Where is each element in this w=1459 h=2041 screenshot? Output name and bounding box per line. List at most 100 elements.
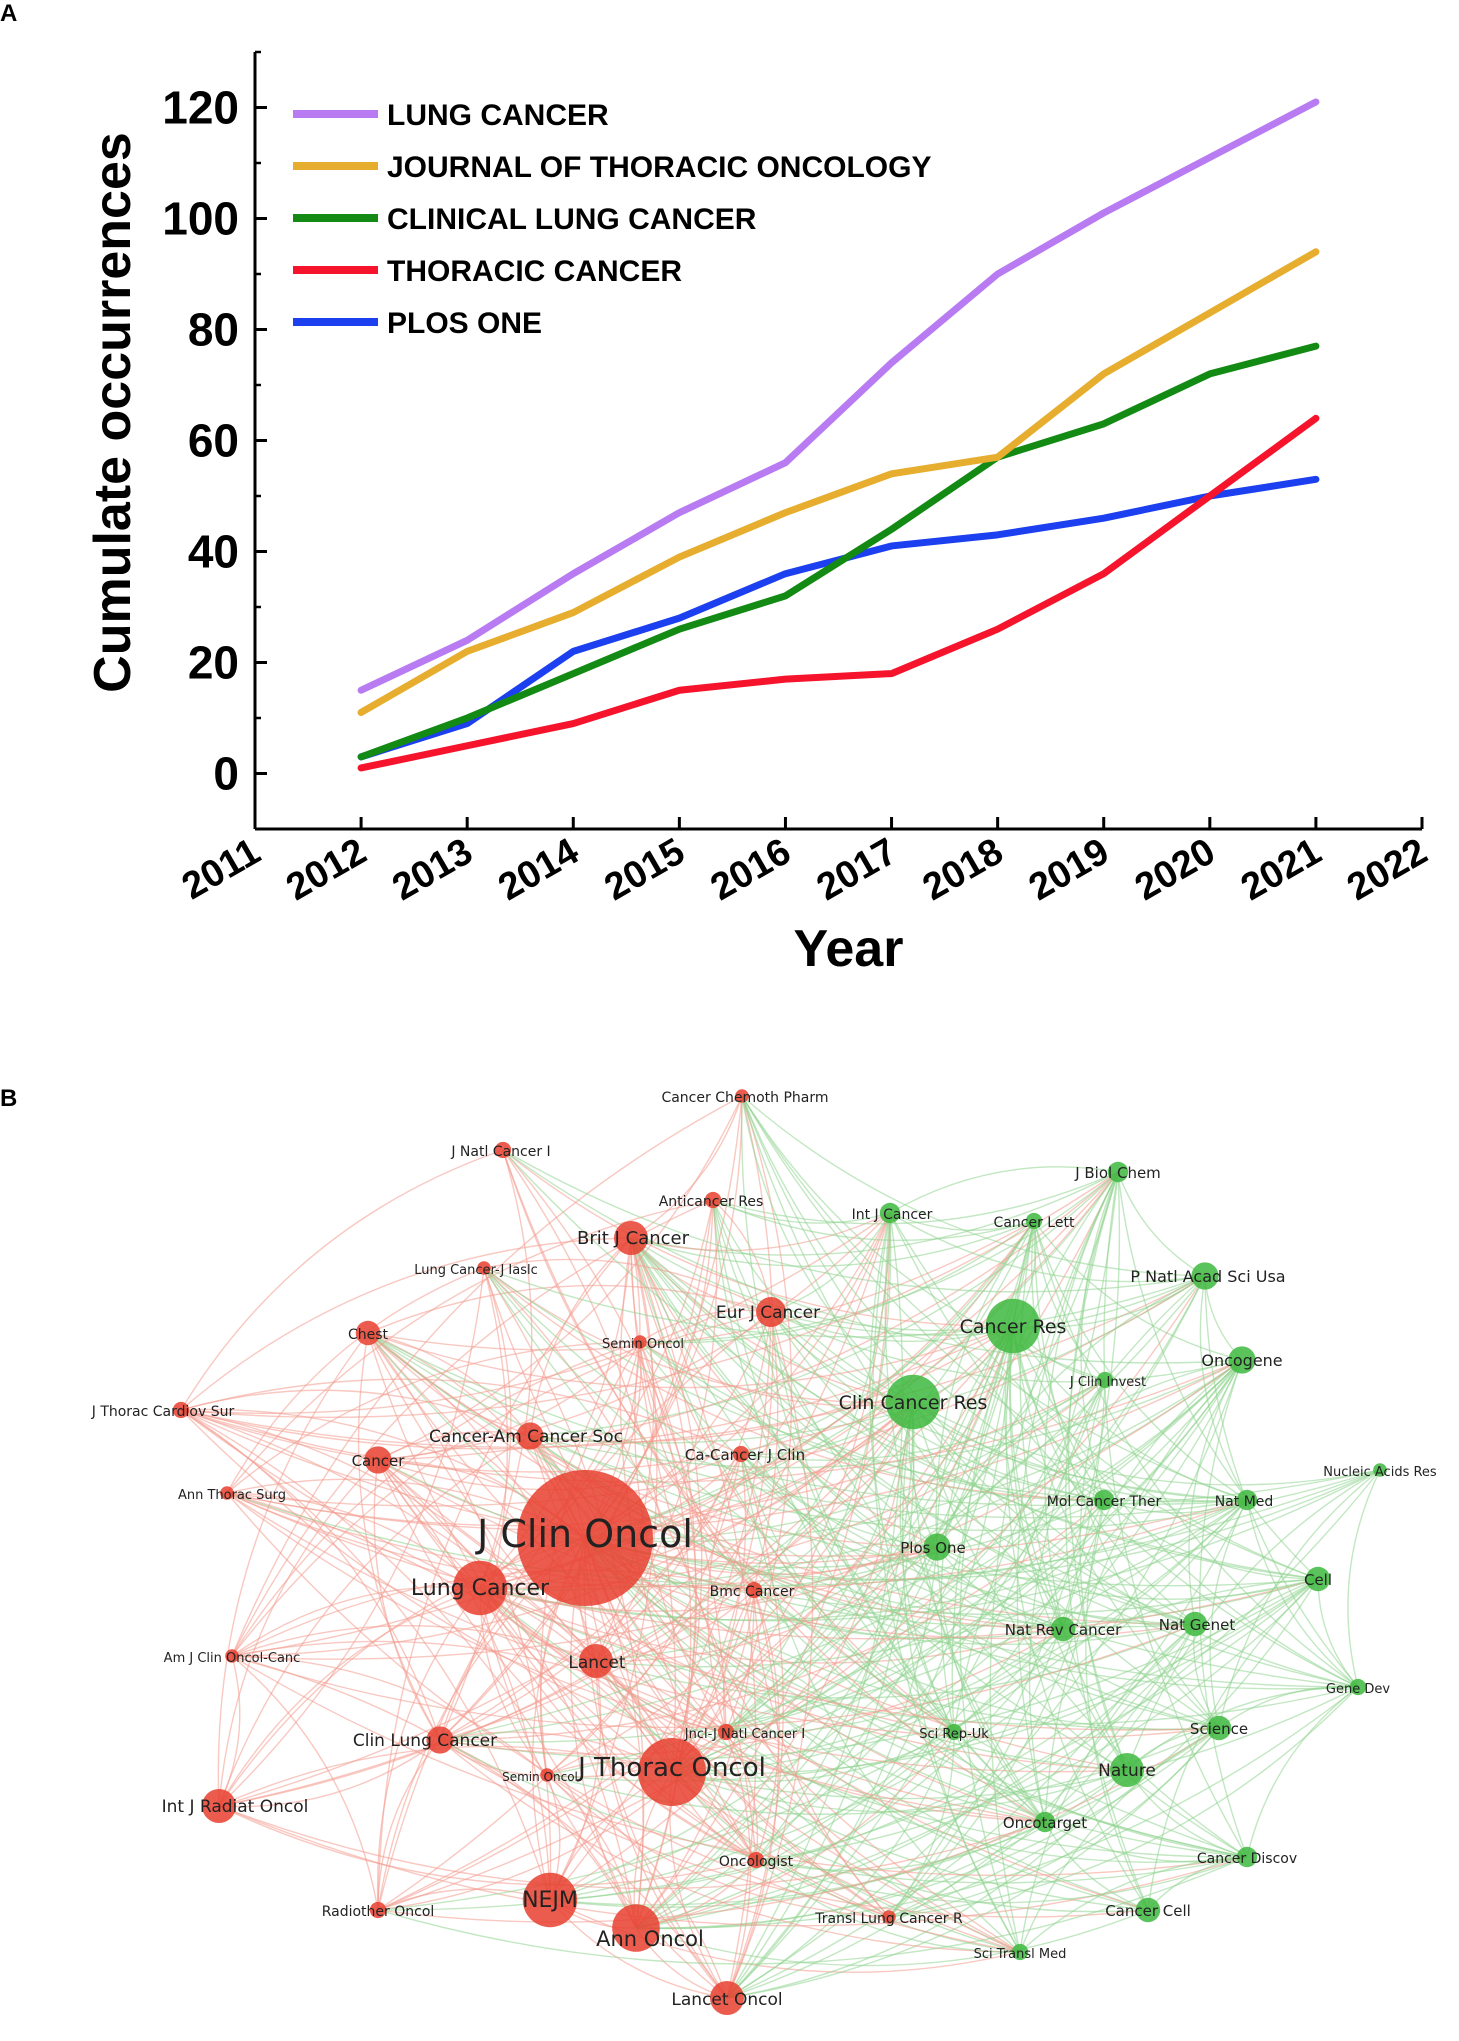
edge: [584, 1537, 1064, 1640]
edge: [753, 1212, 891, 1591]
panel-a-letter: A: [0, 0, 18, 27]
edge: [439, 1739, 1021, 1953]
edge: [439, 1453, 742, 1741]
edge: [529, 1171, 1119, 1437]
node-label: Lung Cancer: [411, 1576, 550, 1601]
edge: [770, 1311, 1196, 1625]
node-green: [945, 1723, 963, 1741]
edge: [889, 1212, 1319, 1580]
edge: [502, 1149, 1014, 1327]
node-label: J Thorac Cardiov Sur: [91, 1404, 235, 1420]
edge: [439, 1401, 914, 1741]
edge: [439, 1359, 1243, 1741]
edge: [367, 1332, 1359, 1688]
x-tick-label: 2018: [916, 830, 1010, 909]
edge: [180, 1171, 1119, 1418]
edge: [726, 1401, 915, 1999]
node-label: Cancer Discov: [1197, 1851, 1297, 1867]
node-red: [477, 1261, 491, 1275]
edge: [595, 1660, 890, 1918]
edge: [912, 1401, 1359, 1688]
edge: [888, 1727, 1220, 1918]
edge: [377, 1459, 1046, 1823]
x-axis-label: Year: [794, 920, 904, 978]
y-tick-label: 80: [188, 304, 239, 356]
edge: [635, 1325, 1014, 1929]
node-label: Eur J Cancer: [716, 1303, 820, 1323]
edge: [1246, 1686, 1359, 1858]
node-red: [735, 1089, 749, 1103]
node-label: Transl Lung Cancer R: [814, 1911, 963, 1927]
edge: [231, 1655, 1248, 1877]
edge: [936, 1546, 1319, 1600]
edge: [218, 1325, 1014, 1807]
edge: [1044, 1821, 1149, 1911]
edge: [1012, 1325, 1196, 1625]
edge: [180, 1275, 1206, 1448]
node-label: Sci Transl Med: [974, 1947, 1067, 1962]
edge: [936, 1546, 1046, 1823]
node-green: [1107, 1161, 1129, 1183]
edge: [671, 1095, 774, 1773]
node-label: P Natl Acad Sci Usa: [1130, 1267, 1285, 1286]
edge: [377, 1275, 1206, 1911]
edge: [218, 1459, 379, 1807]
edge: [726, 1769, 1128, 1999]
panel-b-letter: B: [0, 1085, 18, 1112]
x-tick-label: 2016: [704, 830, 798, 909]
node-green: [879, 1202, 901, 1224]
node-label: Cancer Chemoth Pharm: [661, 1090, 828, 1106]
edge: [753, 1589, 890, 1918]
node-red: [369, 1901, 387, 1919]
legend-label: JOURNAL OF THORACIC ONCOLOGY: [387, 151, 931, 184]
node-label: Ca-Cancer J Clin: [685, 1446, 805, 1464]
edge: [218, 1587, 481, 1807]
node-label: J Biol Chem: [1074, 1164, 1161, 1182]
legend-label: PLOS ONE: [387, 307, 542, 340]
node-label: J Clin Oncol: [475, 1512, 693, 1556]
edge: [671, 1771, 1149, 1913]
edge: [755, 1859, 1021, 1953]
edge: [377, 1095, 743, 1461]
node-label: J Thorac Oncol: [576, 1753, 766, 1783]
edge: [483, 1267, 1359, 1688]
edge: [180, 1409, 441, 1741]
node-red: [202, 1789, 236, 1823]
edge: [1044, 1359, 1243, 1823]
edge: [367, 1332, 1021, 1953]
edge: [502, 1149, 727, 1733]
edge: [871, 1212, 1021, 1953]
node-label: Semin Oncol: [502, 1770, 578, 1784]
node-red: [540, 1768, 554, 1782]
edge: [377, 1739, 441, 1911]
edge: [989, 1171, 1119, 1953]
edge: [726, 1453, 784, 1999]
node-red: [882, 1910, 896, 1924]
node-label: Ann Thorac Surg: [178, 1488, 286, 1503]
edge: [483, 1267, 1248, 1503]
edge: [231, 1171, 1119, 1657]
x-tick-label: 2014: [492, 830, 586, 909]
edge: [439, 1267, 508, 1741]
node-label: Brit J Cancer: [577, 1228, 690, 1249]
node-label: Nature: [1098, 1761, 1156, 1781]
edge: [712, 1199, 955, 1733]
edge: [439, 1739, 1248, 1884]
edge: [1080, 1171, 1119, 1501]
edge: [1019, 1856, 1248, 1953]
edge: [367, 1332, 531, 1437]
node-label: Oncotarget: [1003, 1814, 1087, 1832]
edge: [373, 1459, 441, 1741]
edge: [722, 1589, 755, 1733]
edge: [1012, 1325, 1359, 1688]
edge: [549, 1325, 1014, 1901]
node-label: Int J Radiat Oncol: [162, 1797, 309, 1817]
edge: [1147, 1856, 1248, 1911]
edge: [483, 1267, 1220, 1729]
edge: [595, 1220, 1035, 1662]
edge: [639, 1341, 755, 1591]
edge: [1317, 1578, 1359, 1688]
node-label: J Natl Cancer I: [450, 1144, 550, 1160]
edge: [755, 1856, 1248, 1904]
edge: [741, 1095, 1106, 1381]
